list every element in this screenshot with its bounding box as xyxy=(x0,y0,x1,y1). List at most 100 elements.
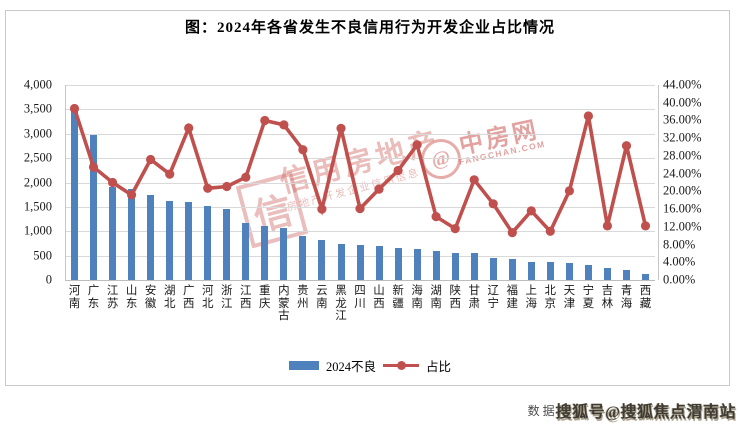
gridline xyxy=(65,109,655,111)
bar-河北 xyxy=(204,206,212,280)
y-axis-right-tick: 36.00% xyxy=(663,112,702,127)
ratio-point-云南 xyxy=(317,204,327,214)
y-axis-left-tick: 1,500 xyxy=(23,199,52,214)
x-axis-label-宁夏: 宁 夏 xyxy=(582,285,595,310)
y-axis-left-tick: 0 xyxy=(45,272,52,287)
x-axis-label-广西: 广 西 xyxy=(182,285,195,310)
x-axis-label-山东: 山 东 xyxy=(125,285,138,310)
ratio-point-广东 xyxy=(88,162,99,172)
bar-江苏 xyxy=(109,187,117,280)
ratio-point-广西 xyxy=(184,123,194,133)
gridline xyxy=(65,182,655,184)
bar-陕西 xyxy=(451,253,459,280)
gridline xyxy=(65,231,655,233)
x-axis-label-河北: 河 北 xyxy=(201,285,214,310)
y-axis-right-tick: 40.00% xyxy=(663,95,702,110)
y-axis-right-line xyxy=(658,85,659,280)
ratio-point-辽宁 xyxy=(488,199,498,209)
ratio-point-河北 xyxy=(203,183,213,193)
bar-河南 xyxy=(71,109,78,280)
x-axis-label-广东: 广 东 xyxy=(87,285,100,310)
x-axis-label-福建: 福 建 xyxy=(506,285,519,310)
bar-西藏 xyxy=(642,274,649,280)
bar-山西 xyxy=(375,246,383,280)
x-axis-label-浙江: 浙 江 xyxy=(221,285,233,310)
bar-四川 xyxy=(356,244,364,280)
sohu-watermark: 搜狐号@搜狐焦点渭南站 xyxy=(555,404,736,421)
x-axis-label-海南: 海 南 xyxy=(411,285,423,310)
x-axis-label-贵州: 贵 州 xyxy=(297,285,309,310)
x-axis-label-云南: 云 南 xyxy=(316,285,328,310)
bar-辽宁 xyxy=(489,257,497,280)
y-axis-right-tick: 8.00% xyxy=(663,237,696,252)
ratio-point-四川 xyxy=(355,204,365,214)
ratio-point-贵州 xyxy=(298,145,308,155)
footer: 数据 搜狐号@搜狐焦点渭南站 xyxy=(528,398,736,422)
ratio-point-山西 xyxy=(374,184,384,194)
x-axis-label-河南: 河 南 xyxy=(68,285,81,310)
y-axis-right-tick: 4.00% xyxy=(663,254,696,269)
bar-云南 xyxy=(318,240,326,280)
ratio-point-江西 xyxy=(241,172,251,182)
ratio-point-新疆 xyxy=(393,165,403,176)
chart-border-box xyxy=(5,10,730,386)
y-axis-right-tick: 24.00% xyxy=(663,166,702,181)
ratio-point-湖南 xyxy=(431,212,441,222)
ratio-point-福建 xyxy=(507,228,517,238)
x-axis-label-天津: 天 津 xyxy=(563,285,576,310)
y-axis-left-tick: 2,500 xyxy=(23,150,52,165)
ratio-point-湖北 xyxy=(165,169,175,179)
x-axis-label-新疆: 新 疆 xyxy=(392,285,404,310)
y-axis-left-tick: 4,000 xyxy=(23,77,52,92)
x-axis-label-江西: 江 西 xyxy=(240,285,252,310)
y-axis-right-tick: 28.00% xyxy=(663,148,702,163)
y-axis-right-tick: 0.00% xyxy=(663,272,696,287)
legend-bar-label: 2024不良 xyxy=(325,360,376,374)
ratio-point-北京 xyxy=(545,226,555,236)
ratio-point-浙江 xyxy=(222,181,232,192)
bar-北京 xyxy=(546,261,554,280)
bar-广西 xyxy=(185,202,193,280)
ratio-point-内蒙古 xyxy=(279,120,289,130)
bar-重庆 xyxy=(261,226,269,280)
x-axis-label-内蒙古: 内 蒙 古 xyxy=(278,285,290,322)
y-axis-left-tick: 500 xyxy=(33,248,52,263)
ratio-point-江苏 xyxy=(108,177,118,188)
ratio-point-甘肃 xyxy=(469,175,479,185)
bar-福建 xyxy=(508,259,516,280)
x-axis-label-山西: 山 西 xyxy=(373,285,385,310)
bar-青海 xyxy=(623,270,630,280)
bar-山东 xyxy=(128,188,136,280)
bar-浙江 xyxy=(223,208,231,280)
y-axis-right-tick: 16.00% xyxy=(663,201,702,216)
ratio-point-重庆 xyxy=(260,115,270,126)
bar-江西 xyxy=(242,222,250,280)
bar-宁夏 xyxy=(584,264,592,280)
ratio-point-上海 xyxy=(526,206,536,216)
gridline xyxy=(65,85,655,86)
legend-line-dot xyxy=(396,361,406,370)
x-axis-label-湖南: 湖 南 xyxy=(430,285,442,310)
bar-湖南 xyxy=(432,251,440,280)
y-axis-right-tick: 20.00% xyxy=(663,183,702,198)
y-axis-right-tick: 44.00% xyxy=(663,77,702,92)
y-axis-left-tick: 3,000 xyxy=(23,126,52,141)
y-axis-left-tick: 1,000 xyxy=(23,223,52,238)
chart-title: 图：2024年各省发生不良信用行为开发企业占比情况 xyxy=(184,20,555,36)
x-axis-label-安徽: 安 徽 xyxy=(144,285,157,310)
chart-legend: 2024不良 占比 xyxy=(0,356,740,375)
ratio-point-黑龙江 xyxy=(336,123,346,133)
ratio-point-青海 xyxy=(621,141,632,151)
bar-贵州 xyxy=(299,235,307,280)
x-axis-label-江苏: 江 苏 xyxy=(106,285,119,310)
x-axis-label-辽宁: 辽 宁 xyxy=(487,285,499,310)
ratio-point-河南 xyxy=(69,103,80,114)
gridline xyxy=(65,158,655,160)
ratio-point-山东 xyxy=(127,190,137,200)
ratio-point-海南 xyxy=(412,140,422,150)
bar-海南 xyxy=(413,248,421,280)
bar-内蒙古 xyxy=(280,228,288,280)
x-axis-label-西藏: 西 藏 xyxy=(639,285,652,310)
x-axis-label-黑龙江: 黑 龙 江 xyxy=(335,285,347,322)
bar-天津 xyxy=(565,262,573,280)
